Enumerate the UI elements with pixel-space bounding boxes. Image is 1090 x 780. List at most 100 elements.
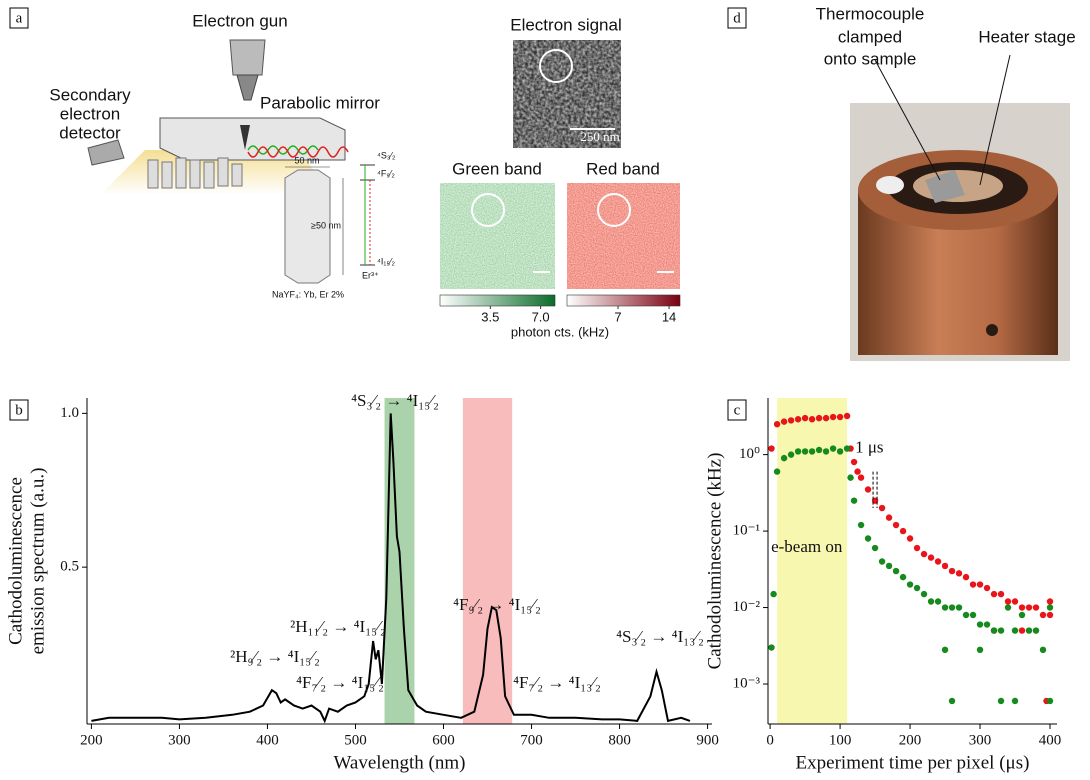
colorbar-tick-label: 7.0 [532, 309, 550, 324]
point [990, 590, 998, 598]
point [1039, 611, 1047, 619]
point [1018, 627, 1026, 634]
point [934, 598, 942, 605]
label: detector [59, 123, 121, 142]
point [1011, 697, 1019, 705]
point [1025, 627, 1033, 634]
y-tick-label: 1.0 [60, 405, 79, 421]
point [976, 581, 984, 588]
point [1039, 646, 1047, 654]
label: NaYF₄: Yb, Er 2% [272, 289, 344, 299]
point [927, 598, 935, 605]
clamp [925, 170, 965, 203]
panel-frame [9, 399, 29, 421]
point [997, 697, 1005, 705]
point [941, 562, 949, 570]
point [892, 521, 900, 529]
label: Thermocouple [816, 4, 925, 23]
x-tick-label: 300 [969, 732, 992, 748]
point [854, 468, 861, 475]
y-axis-label: Cathodoluminescence (kHz) [704, 453, 725, 670]
panel-label: c [734, 402, 741, 418]
y-tick-label: 10⁻³ [733, 675, 761, 691]
point [976, 621, 984, 628]
point [857, 474, 865, 481]
point [913, 544, 921, 552]
nanocrystals [147, 157, 243, 189]
y-tick-label: 10⁻² [733, 599, 761, 615]
label: ⁴F₉⁄₂ [377, 168, 395, 178]
annotation: ⁴F₇⁄₂ → ⁴I₁₃⁄₂ [513, 673, 601, 692]
point [1025, 604, 1033, 611]
point [948, 697, 956, 705]
hexagonal-crystal [284, 169, 331, 284]
point [780, 454, 788, 462]
point [885, 514, 893, 521]
panel-label: a [16, 10, 23, 26]
label: ⁴S₃⁄₂ [377, 150, 396, 160]
label: 50 nm [294, 155, 319, 165]
point [808, 448, 816, 455]
point [850, 497, 858, 504]
point [773, 468, 781, 475]
point [787, 417, 795, 424]
label: Electron gun [192, 11, 287, 30]
label: Red band [586, 159, 660, 178]
red-image-texture [567, 183, 680, 289]
point [773, 420, 781, 428]
label: Green band [452, 159, 542, 178]
roi-circle [471, 193, 505, 227]
point [864, 486, 872, 493]
point [997, 627, 1005, 634]
x-axis-label: Wavelength (nm) [334, 752, 466, 773]
point [815, 446, 823, 454]
green-image-texture [440, 183, 555, 289]
point [847, 474, 854, 481]
x-tick-label: 200 [80, 732, 103, 748]
x-tick-label: 900 [696, 732, 719, 748]
point [768, 644, 775, 651]
point [1046, 697, 1054, 705]
point [787, 451, 795, 458]
annotation: ²H₁₁⁄₂ → ⁴I₁₅⁄₂ [290, 617, 386, 636]
point [850, 458, 858, 466]
gun-body [229, 39, 266, 76]
point [892, 567, 900, 575]
panel-frame [727, 7, 747, 29]
point [899, 527, 907, 535]
x-tick-label: 500 [344, 732, 367, 748]
point [815, 414, 823, 422]
point [822, 448, 830, 455]
label: photon cts. (kHz) [511, 324, 609, 339]
point [962, 573, 970, 581]
annotation: 1 μs [855, 437, 883, 456]
x-tick-label: 0 [766, 732, 774, 748]
point [864, 535, 872, 542]
point [941, 646, 949, 654]
point [983, 584, 991, 592]
panel-frame [9, 7, 29, 29]
x-axis-label: Experiment time per pixel (μs) [796, 752, 1030, 773]
point [969, 611, 977, 619]
label: electron [60, 104, 120, 123]
gun-tip [236, 74, 259, 101]
y-axis-label: Cathodoluminescence [5, 477, 26, 645]
colorbar [439, 294, 556, 307]
pointer [874, 59, 941, 181]
point [983, 621, 991, 628]
point [934, 558, 942, 565]
annotation: ⁴S₃⁄₂ → ⁴I₁₃⁄₂ [616, 627, 704, 646]
point [1018, 604, 1026, 611]
colorbar-tick-label: 7 [614, 309, 621, 324]
point [770, 590, 777, 598]
connector [876, 176, 904, 194]
point [899, 573, 907, 581]
point [843, 445, 851, 452]
annotation: ⁴F₉⁄₂ → ⁴I₁₅⁄₂ [453, 595, 541, 614]
point [927, 554, 935, 561]
point [871, 544, 879, 552]
y-tick-label: 10⁰ [739, 446, 760, 462]
roi-circle [539, 49, 573, 83]
point [794, 416, 802, 423]
